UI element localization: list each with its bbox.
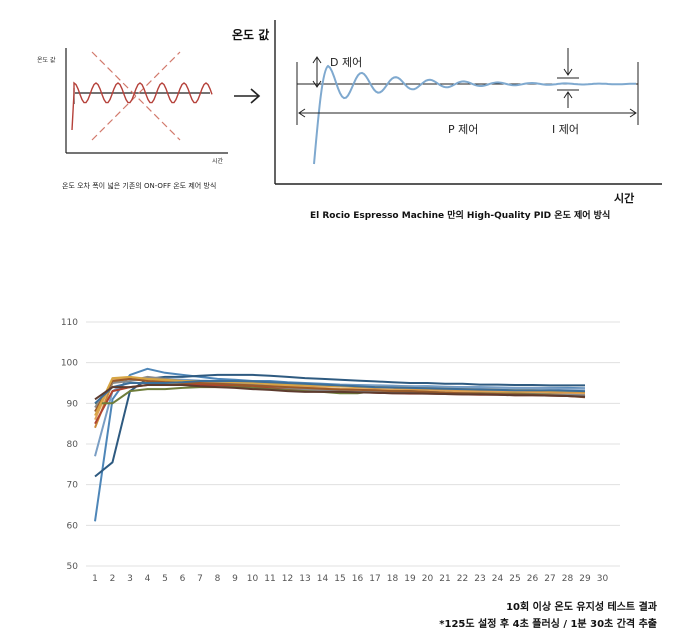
y-tick-label: 90 (67, 399, 79, 409)
pid-xlabel: 시간 (614, 191, 634, 205)
onoff-ylabel: 온도 값 (37, 56, 56, 64)
series-line-s12 (94, 384, 586, 401)
onoff-oscillation-line (71, 81, 213, 131)
x-tick-label: 1 (92, 574, 98, 584)
y-tick-label: 60 (67, 521, 79, 531)
x-tick-label: 18 (387, 574, 399, 584)
y-tick-label: 50 (67, 562, 79, 572)
x-tick-label: 11 (264, 574, 275, 584)
x-tick-label: 3 (127, 574, 133, 584)
x-tick-label: 22 (457, 574, 468, 584)
series-line-s2 (94, 373, 585, 478)
x-tick-label: 9 (232, 574, 238, 584)
x-tick-label: 28 (562, 574, 574, 584)
d-control-arrow-icon (312, 56, 322, 88)
x-tick-label: 12 (282, 574, 293, 584)
x-tick-label: 10 (247, 574, 259, 584)
pid-panel: 온도 값 시간 D 제어 P 제어 (232, 20, 662, 221)
test-title: 10회 이상 온도 유지성 테스트 결과 (506, 600, 658, 613)
x-tick-label: 8 (215, 574, 221, 584)
x-tick-label: 23 (474, 574, 485, 584)
pid-ylabel: 온도 값 (232, 27, 269, 42)
transition-arrow-icon (234, 88, 261, 104)
x-tick-label: 5 (162, 574, 168, 584)
x-tick-label: 25 (509, 574, 520, 584)
x-tick-label: 16 (352, 574, 364, 584)
x-tick-label: 17 (369, 574, 380, 584)
x-tick-label: 2 (110, 574, 116, 584)
x-tick-label: 14 (317, 574, 329, 584)
d-control-label: D 제어 (330, 56, 362, 69)
x-tick-label: 26 (527, 574, 539, 584)
y-tick-label: 110 (61, 318, 78, 328)
x-tick-label: 19 (404, 574, 416, 584)
x-tick-label: 6 (180, 574, 186, 584)
p-control-label: P 제어 (448, 123, 478, 136)
test-subtitle: *125도 설정 후 4초 플러싱 / 1분 30초 간격 추출 (439, 617, 657, 630)
p-control-arrow-icon (298, 108, 637, 118)
x-tick-label: 7 (197, 574, 203, 584)
onoff-caption: 온도 오차 폭이 넓은 기존의 ON-OFF 온도 제어 방식 (62, 181, 216, 190)
x-tick-label: 29 (579, 574, 591, 584)
pid-caption: El Rocio Espresso Machine 만의 High-Qualit… (310, 209, 610, 221)
y-tick-label: 80 (67, 440, 79, 450)
x-tick-label: 15 (334, 574, 345, 584)
x-tick-label: 13 (299, 574, 310, 584)
y-tick-label: 100 (61, 359, 78, 369)
onoff-cross-line-a (91, 51, 181, 141)
i-control-label: I 제어 (552, 123, 579, 136)
x-tick-label: 4 (145, 574, 151, 584)
series-line-s11 (94, 380, 586, 405)
onoff-panel: 온도 값 시간 온도 오차 폭이 넓은 기존의 ON-OFF 온도 제어 방식 (37, 48, 228, 190)
x-tick-label: 24 (492, 574, 504, 584)
x-tick-label: 27 (544, 574, 555, 584)
y-tick-label: 70 (67, 481, 79, 491)
pid-response-line (313, 64, 636, 165)
x-tick-label: 21 (439, 574, 450, 584)
x-tick-label: 20 (422, 574, 434, 584)
i-control-arrow-icon (557, 48, 579, 108)
onoff-cross-line-b (91, 51, 181, 141)
onoff-xlabel: 시간 (212, 157, 224, 165)
x-tick-label: 30 (597, 574, 609, 584)
